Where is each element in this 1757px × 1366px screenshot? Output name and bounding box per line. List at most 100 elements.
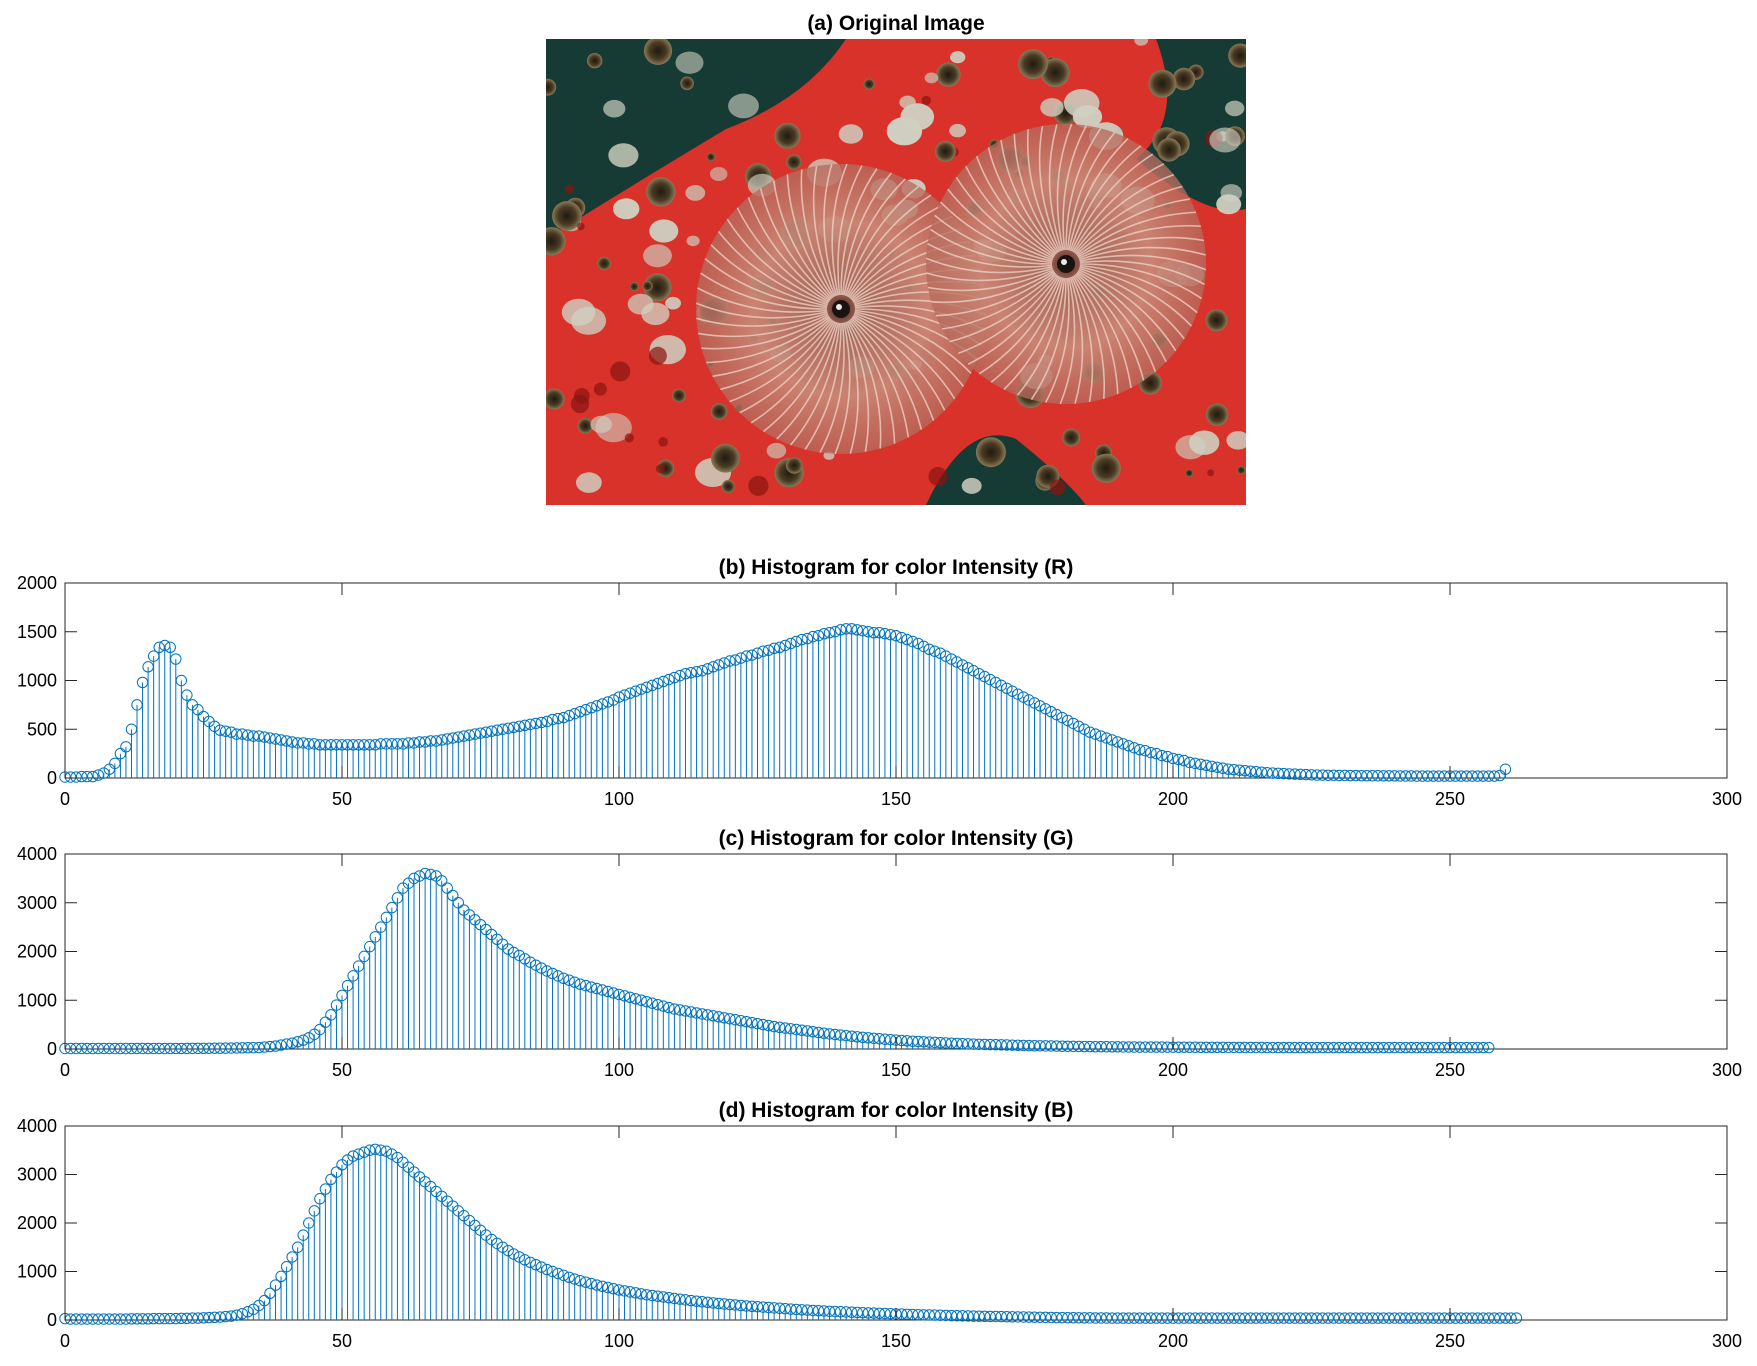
photo-fan-filament [1003, 277, 1064, 391]
stem-marker [840, 1029, 852, 1042]
photo-fan-filament [1074, 185, 1183, 255]
photo-polyp [643, 39, 673, 65]
stem-marker [945, 1309, 958, 1322]
stem-marker [1460, 770, 1473, 782]
stem-marker [92, 1313, 104, 1325]
stem-marker [823, 1028, 836, 1040]
y-tick-label: 3000 [17, 1165, 57, 1185]
photo-sponge-spot [590, 415, 612, 433]
stem-marker [502, 722, 514, 734]
stem-marker [303, 1217, 315, 1229]
stem-marker [264, 1040, 276, 1053]
stem-marker [729, 1299, 742, 1311]
histogram-b-title: (d) Histogram for color Intensity (B) [719, 1099, 1074, 1122]
stem-marker [823, 627, 836, 639]
stem-marker [1289, 1041, 1301, 1054]
stem-marker [1206, 1041, 1218, 1053]
photo-polyp [546, 78, 557, 96]
stem-marker [419, 867, 431, 880]
original-image [546, 39, 1246, 505]
stem-marker [347, 970, 359, 982]
stem-marker [269, 1040, 282, 1052]
photo-sponge-spot [961, 477, 982, 494]
stem-marker [1045, 1311, 1057, 1324]
y-tick-label: 0 [47, 768, 57, 788]
stem-marker [1433, 770, 1445, 782]
x-tick-label: 250 [1435, 789, 1465, 809]
stem-marker [352, 739, 365, 751]
stem-marker [657, 675, 670, 688]
photo-dark-spot [648, 346, 667, 365]
stem-marker [834, 1029, 847, 1041]
stem-marker [1361, 769, 1373, 782]
photo-sponge-spot [686, 235, 700, 247]
stem-marker [1255, 1041, 1268, 1054]
photo-dark-spot [624, 433, 634, 443]
stem-marker [840, 1306, 852, 1318]
stem-marker [1200, 1312, 1212, 1324]
photo-fan-filament [965, 165, 1055, 258]
photo-fan-filament [1078, 236, 1205, 260]
stem-marker [718, 657, 730, 669]
stem-marker [646, 1289, 658, 1302]
photo-fan-filament [759, 188, 832, 301]
y-tick-label: 2000 [17, 942, 57, 962]
stem-marker [70, 1313, 82, 1325]
x-tick-label: 50 [332, 1060, 352, 1080]
photo-polyp [1205, 309, 1228, 332]
photo-fan-filament [1073, 274, 1119, 395]
photo-dark-spot [748, 475, 769, 496]
stem-marker [568, 1273, 581, 1285]
stem-marker [657, 1291, 670, 1303]
stem-marker [701, 1296, 714, 1309]
stem-marker [1472, 1312, 1484, 1324]
stem-marker [1017, 1039, 1030, 1052]
x-tick-label: 150 [881, 1060, 911, 1080]
stem-marker [563, 1271, 575, 1284]
stem-marker [1195, 1312, 1207, 1324]
photo-fan-filament [1079, 264, 1198, 314]
photo-sponge-spot [643, 244, 672, 268]
stem-marker [779, 1302, 791, 1315]
photo-fan-filament [1079, 254, 1207, 271]
stem-marker [524, 956, 537, 968]
stem-marker [1283, 1312, 1296, 1324]
stem-marker [364, 739, 376, 751]
stem-marker [1084, 1040, 1096, 1053]
stem-marker [690, 1007, 703, 1019]
stem-marker [956, 1310, 969, 1322]
stem-marker [1361, 1041, 1373, 1054]
photo-fan-filament [812, 165, 837, 297]
stem-marker [1322, 769, 1334, 781]
stem-marker [901, 633, 913, 646]
stem-marker [397, 738, 409, 750]
stem-marker [1001, 1311, 1013, 1323]
stem-marker [236, 728, 248, 740]
stem-marker [1034, 700, 1046, 712]
photo-sponge-spot [613, 198, 640, 220]
stem-marker [1078, 1040, 1091, 1053]
stem-marker [319, 739, 332, 751]
stem-marker [1366, 1312, 1379, 1324]
stem-marker [1311, 769, 1323, 781]
stem-marker [242, 729, 254, 741]
photo-sponge-spot [665, 296, 681, 310]
stem-marker [829, 1305, 841, 1318]
stem-marker [1405, 770, 1417, 782]
photo-fan-filament [710, 244, 828, 307]
stem-marker [87, 1042, 99, 1055]
stem-marker [103, 1313, 116, 1325]
photo-polyp [1040, 58, 1070, 88]
stem-marker [862, 626, 874, 638]
stem-marker [413, 736, 426, 748]
stem-marker [1161, 750, 1174, 763]
photo-sponge-spot [1209, 127, 1241, 153]
stem-marker [685, 1006, 697, 1018]
stem-marker [735, 1015, 747, 1027]
stem-marker [1156, 749, 1168, 762]
stem-marker [364, 940, 376, 953]
stem-marker [1200, 759, 1212, 772]
stem-marker [1012, 1311, 1024, 1323]
stem-marker [785, 637, 797, 650]
photo-fan-filament [1068, 137, 1129, 251]
